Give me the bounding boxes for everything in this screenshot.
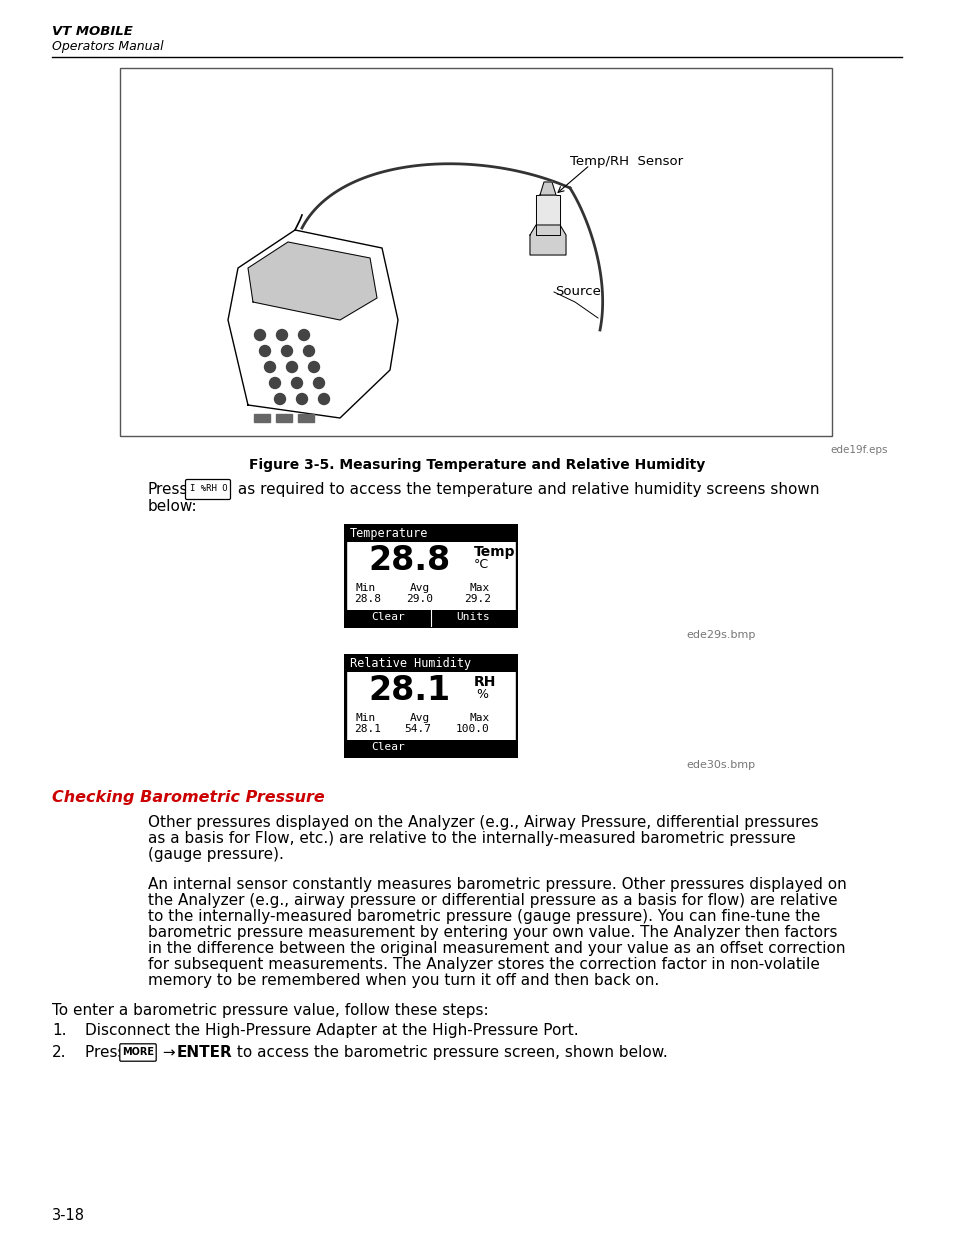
Text: Operators Manual: Operators Manual [52,40,164,53]
Polygon shape [536,195,559,235]
Circle shape [276,330,287,341]
Circle shape [281,346,293,357]
FancyBboxPatch shape [185,479,231,499]
Circle shape [318,394,329,405]
Text: To enter a barometric pressure value, follow these steps:: To enter a barometric pressure value, fo… [52,1003,488,1018]
Text: RH: RH [474,676,496,689]
Text: 29.0: 29.0 [406,594,433,604]
Text: Temperature: Temperature [350,527,428,540]
Text: MORE: MORE [122,1047,153,1057]
Bar [346,526,516,542]
Polygon shape [228,230,397,417]
Text: Min: Min [355,713,375,722]
Circle shape [274,394,285,405]
Polygon shape [248,242,376,320]
Text: Max: Max [470,713,490,722]
Bar [120,68,831,436]
Polygon shape [530,225,565,254]
Text: ede29s.bmp: ede29s.bmp [685,630,755,640]
Circle shape [298,330,309,341]
Text: ENTER: ENTER [177,1045,233,1060]
Bar [346,610,516,626]
Circle shape [259,346,271,357]
Text: 28.8: 28.8 [368,543,450,577]
Bar [346,526,516,626]
Text: An internal sensor constantly measures barometric pressure. Other pressures disp: An internal sensor constantly measures b… [148,877,846,892]
Text: memory to be remembered when you turn it off and then back on.: memory to be remembered when you turn it… [148,973,659,988]
Bar [346,656,516,672]
Text: 28.1: 28.1 [368,674,450,706]
Circle shape [303,346,314,357]
Circle shape [314,378,324,389]
Text: to the internally-measured barometric pressure (gauge pressure). You can fine-tu: to the internally-measured barometric pr… [148,909,820,924]
Text: →: → [158,1045,180,1060]
Text: Clear: Clear [372,742,405,752]
Text: Units: Units [456,613,490,622]
Bar [346,656,516,756]
Text: 28.1: 28.1 [354,724,380,734]
Text: VT MOBILE: VT MOBILE [52,25,132,38]
Circle shape [269,378,280,389]
Text: (gauge pressure).: (gauge pressure). [148,847,284,862]
Text: Figure 3-5. Measuring Temperature and Relative Humidity: Figure 3-5. Measuring Temperature and Re… [249,458,704,472]
Text: I %RH O: I %RH O [190,484,228,493]
Text: °C: °C [474,558,489,571]
Circle shape [292,378,302,389]
Text: Source: Source [555,285,600,298]
Text: Checking Barometric Pressure: Checking Barometric Pressure [52,790,324,805]
Text: as a basis for Flow, etc.) are relative to the internally-measured barometric pr: as a basis for Flow, etc.) are relative … [148,831,795,846]
Text: to access the barometric pressure screen, shown below.: to access the barometric pressure screen… [232,1045,667,1060]
Text: Avg: Avg [410,583,430,593]
Bar [346,740,516,756]
Text: 2.: 2. [52,1045,67,1060]
Text: for subsequent measurements. The Analyzer stores the correction factor in non-vo: for subsequent measurements. The Analyze… [148,957,819,972]
Text: 1.: 1. [52,1023,67,1037]
Bar [253,414,270,422]
Text: 3-18: 3-18 [52,1208,85,1223]
Text: Other pressures displayed on the Analyzer (e.g., Airway Pressure, differential p: Other pressures displayed on the Analyze… [148,815,818,830]
Text: Max: Max [470,583,490,593]
Bar [344,655,517,758]
Circle shape [264,362,275,373]
Circle shape [296,394,307,405]
Text: Press: Press [85,1045,131,1060]
Circle shape [254,330,265,341]
Text: barometric pressure measurement by entering your own value. The Analyzer then fa: barometric pressure measurement by enter… [148,925,837,940]
Text: Temp: Temp [474,545,515,559]
Text: Press: Press [148,482,189,496]
FancyBboxPatch shape [120,1044,156,1061]
Text: Avg: Avg [410,713,430,722]
Circle shape [308,362,319,373]
Text: in the difference between the original measurement and your value as an offset c: in the difference between the original m… [148,941,844,956]
Bar [297,414,314,422]
Text: Relative Humidity: Relative Humidity [350,657,471,671]
Text: ede30s.bmp: ede30s.bmp [685,760,755,769]
Text: below:: below: [148,499,197,514]
Bar [275,414,292,422]
Text: Disconnect the High-Pressure Adapter at the High-Pressure Port.: Disconnect the High-Pressure Adapter at … [85,1023,578,1037]
Text: the Analyzer (e.g., airway pressure or differential pressure as a basis for flow: the Analyzer (e.g., airway pressure or d… [148,893,837,908]
Text: Min: Min [355,583,375,593]
Polygon shape [539,182,556,195]
Bar [344,524,517,629]
Text: 100.0: 100.0 [456,724,489,734]
Text: 54.7: 54.7 [403,724,431,734]
Text: as required to access the temperature and relative humidity screens shown: as required to access the temperature an… [233,482,819,496]
Circle shape [286,362,297,373]
Text: Clear: Clear [372,613,405,622]
Text: 29.2: 29.2 [463,594,491,604]
Text: %: % [476,688,488,701]
Text: 28.8: 28.8 [354,594,380,604]
Text: ede19f.eps: ede19f.eps [829,445,886,454]
Text: Temp/RH  Sensor: Temp/RH Sensor [569,156,682,168]
